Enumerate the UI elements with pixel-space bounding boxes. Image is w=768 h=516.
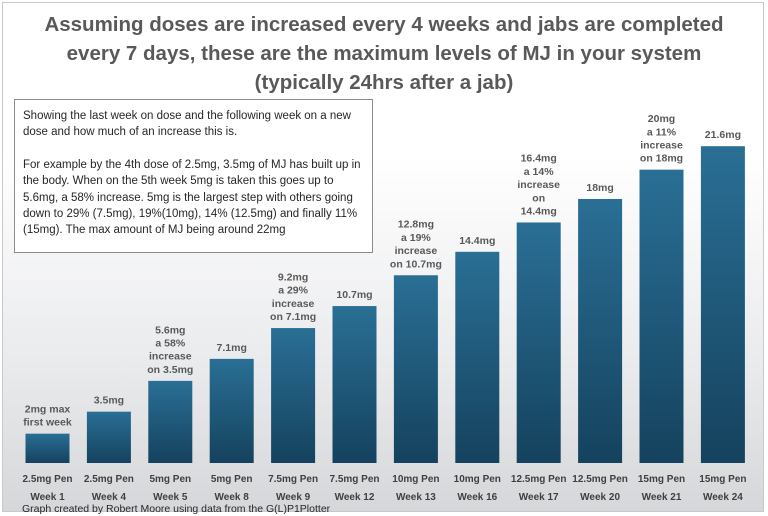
chart-title: Assuming doses are increased every 4 wee… (44, 13, 724, 94)
x-tick-week-label: Week 1 (30, 492, 65, 503)
bar (639, 169, 684, 463)
data-label: 14.4mg (521, 205, 557, 217)
x-tick-week-label: Week 13 (396, 492, 436, 503)
data-label: 7.1mg (217, 342, 247, 354)
x-tick-dose-label: 5mg Pen (211, 474, 253, 485)
data-label: on 3.5mg (147, 364, 193, 376)
data-label: 16.4mg (521, 153, 557, 165)
data-label: 10.7mg (336, 289, 372, 301)
source-credit: Graph created by Robert Moore using data… (22, 503, 331, 515)
x-tick-dose-label: 7.5mg Pen (329, 474, 379, 485)
bar (271, 328, 316, 463)
bar (455, 251, 500, 463)
x-tick-dose-label: 10mg Pen (454, 474, 501, 485)
x-axis-labels-group: 2.5mg Pen Week 1 2.5mg Pen Week 4 5mg Pen Wee… (22, 474, 746, 503)
data-label: a 29% (278, 285, 308, 297)
data-label: increase (149, 351, 192, 363)
explanation-paragraph-2: For example by the 4th dose of 2.5mg, 3.… (23, 158, 361, 237)
x-tick-week-label: Week 9 (276, 492, 311, 503)
x-tick-week-label: Week 21 (642, 492, 682, 503)
data-label: 9.2mg (278, 271, 308, 283)
bar (148, 380, 193, 463)
x-tick-week-label: Week 17 (519, 492, 559, 503)
data-label: first week (23, 417, 72, 429)
data-label: increase (640, 139, 683, 151)
x-tick-week-label: Week 5 (153, 492, 188, 503)
x-tick-dose-label: 5mg Pen (149, 474, 191, 485)
bar (86, 411, 131, 463)
data-label: on 18mg (640, 153, 683, 165)
bars-group (25, 146, 745, 463)
explanation-paragraph-1: Showing the last week on dose and the fo… (23, 110, 351, 139)
x-tick-week-label: Week 8 (215, 492, 250, 503)
x-tick-dose-label: 12.5mg Pen (572, 474, 628, 485)
data-label: on 10.7mg (390, 258, 442, 270)
x-tick-week-label: Week 24 (703, 492, 743, 503)
data-label: 14.4mg (459, 235, 495, 247)
data-label: 5.6mg (155, 324, 185, 336)
data-label: 2mg max (25, 403, 71, 415)
data-label: 3.5mg (94, 395, 124, 407)
x-tick-dose-label: 10mg Pen (392, 474, 439, 485)
bar (578, 199, 623, 463)
x-tick-dose-label: 15mg Pen (699, 474, 746, 485)
bar (393, 275, 438, 463)
data-label: 18mg (586, 182, 613, 194)
data-label: on (532, 192, 545, 204)
data-label: a 14% (524, 166, 554, 178)
bar (25, 433, 70, 463)
data-label: 20mg (648, 113, 675, 125)
x-tick-week-label: Week 4 (92, 492, 127, 503)
data-label: increase (517, 179, 560, 191)
x-tick-dose-label: 15mg Pen (638, 474, 685, 485)
data-label: a 58% (155, 337, 185, 349)
x-tick-week-label: Week 12 (335, 492, 375, 503)
x-tick-week-label: Week 16 (457, 492, 497, 503)
explanation-box: Showing the last week on dose and the fo… (14, 99, 373, 253)
bar (209, 358, 254, 463)
bar (516, 222, 561, 463)
data-label: increase (395, 245, 438, 257)
x-tick-dose-label: 2.5mg Pen (84, 474, 134, 485)
x-tick-dose-label: 12.5mg Pen (511, 474, 567, 485)
data-label: a 11% (647, 126, 677, 138)
data-label: 12.8mg (398, 219, 434, 231)
data-label: on 7.1mg (270, 311, 316, 323)
bar (332, 306, 377, 463)
x-tick-dose-label: 2.5mg Pen (22, 474, 72, 485)
x-tick-dose-label: 7.5mg Pen (268, 474, 318, 485)
data-label: increase (272, 298, 315, 310)
x-tick-week-label: Week 20 (580, 492, 620, 503)
data-label: 21.6mg (705, 129, 741, 141)
bar (700, 146, 745, 463)
data-label: a 19% (401, 232, 431, 244)
